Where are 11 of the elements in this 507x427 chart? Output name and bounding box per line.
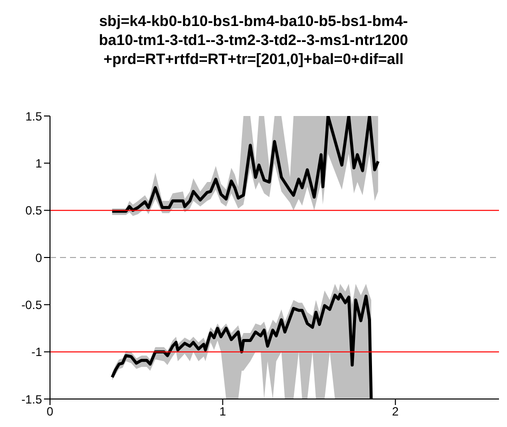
y-tick-label: -1 bbox=[31, 345, 42, 360]
y-tick-label: 1.5 bbox=[25, 109, 42, 124]
x-tick-label: 0 bbox=[46, 404, 54, 419]
y-tick-label: 0.5 bbox=[25, 204, 42, 218]
chart-title: sbj=k4-kb0-b10-bs1-bm4-ba10-b5-bs1-bm4-ba10-tm1-3-td1--3-tm2-3-td2--3-ms1-ntr1200+prd=RT+rtfd=RT+tr=[201,0]+bal=0+dif=all bbox=[98, 12, 408, 70]
y-tick-label: -1.5 bbox=[21, 392, 42, 406]
y-tick-label: 0 bbox=[35, 250, 42, 265]
y-tick-label: 1 bbox=[35, 156, 42, 170]
y-tick-label: -0.5 bbox=[21, 298, 42, 312]
x-tick-label: 2 bbox=[392, 404, 400, 419]
x-tick-label: 1 bbox=[219, 404, 226, 419]
